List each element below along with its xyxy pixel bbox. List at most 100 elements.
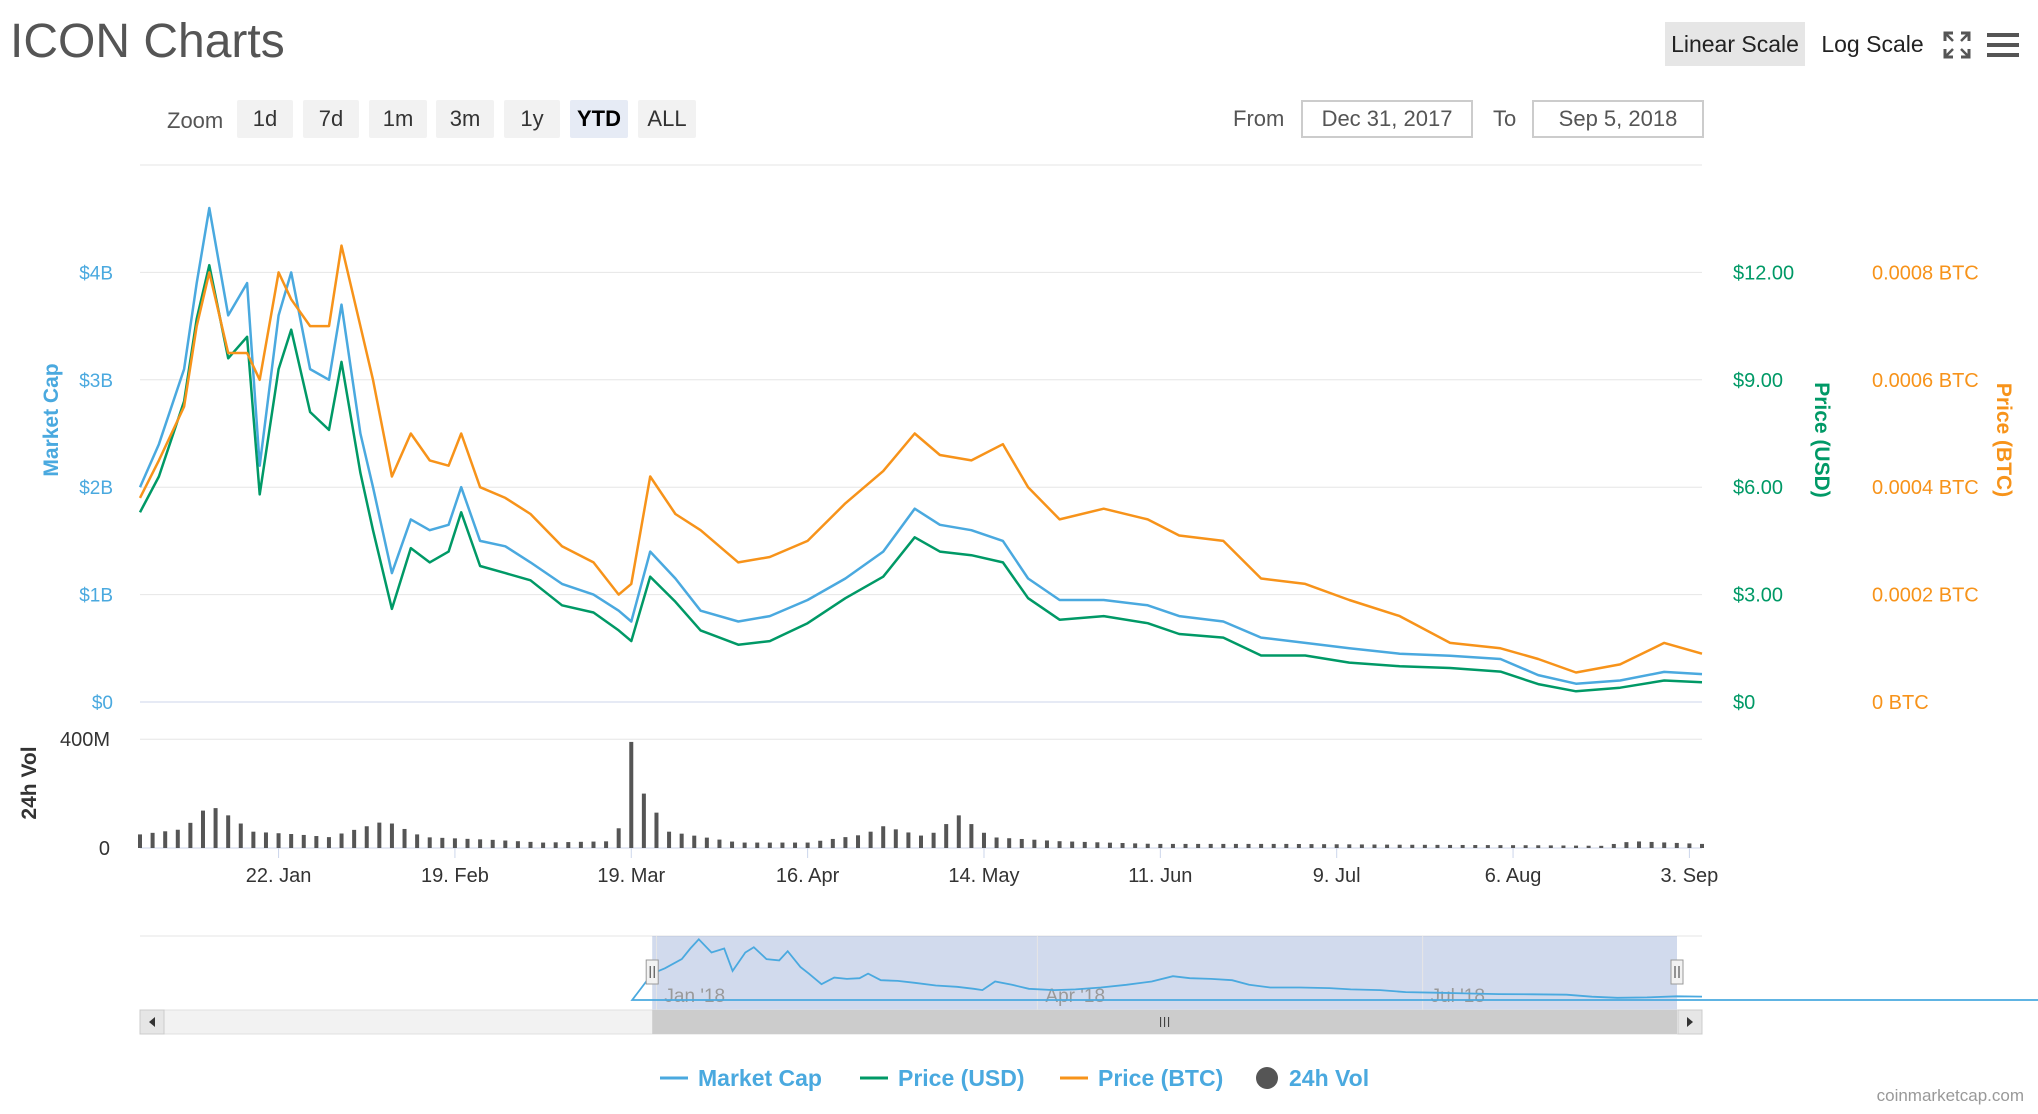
x-tick-label: 22. Jan [246,865,312,887]
volume-bar [1599,845,1604,848]
volume-bar [591,841,596,848]
linear-scale-button[interactable]: Linear Scale [1665,22,1805,66]
volume-bar [213,808,218,848]
volume-bar [1032,839,1037,848]
volume-bar [263,832,268,848]
zoom-1m-button[interactable]: 1m [369,100,427,138]
volume-bar [868,831,873,848]
volume-bar [969,824,974,848]
fullscreen-icon[interactable] [1942,30,1972,60]
volume-bar [251,831,256,848]
volume-bar [1485,845,1490,848]
volume-bar [188,822,193,848]
volume-bar [1637,841,1642,848]
volume-bar [1221,843,1226,848]
volume-bar [717,839,722,848]
legend: Market Cap Price (USD) Price (BTC) 24h Vol [660,1065,1369,1091]
volume-bar [301,834,306,848]
volume-bar [1259,843,1264,848]
legend-item[interactable]: 24h Vol [1256,1065,1369,1091]
volume-bar [604,841,609,848]
volume-bar [616,828,621,848]
volume-bar [818,840,823,848]
volume-bar [1561,845,1566,848]
volume-bar [629,741,634,848]
volume-bar [490,839,495,848]
volume-bar [1334,844,1339,848]
log-scale-button[interactable]: Log Scale [1821,31,1924,57]
zoom-7d-button[interactable]: 7d [303,100,359,138]
volume-bar [1007,838,1012,848]
volume-bar [830,838,835,848]
volume-bar [679,833,684,848]
volume-bar [1397,844,1402,848]
price-btc-axis-title: Price (BTC) [1992,383,2015,497]
volume-bar [805,842,810,848]
zoom-all-button[interactable]: ALL [638,100,696,138]
volume-bar [1284,843,1289,848]
zoom-1y-button[interactable]: 1y [504,100,560,138]
volume-bar [1158,843,1163,848]
volume-bar [175,829,180,848]
volume-bar [931,832,936,848]
legend-item[interactable]: Price (BTC) [1060,1065,1223,1091]
arrow-left-icon [149,1017,155,1027]
volume-bar [1548,845,1553,848]
from-date-input[interactable]: Dec 31, 2017 [1301,100,1473,138]
volume-bar [1322,844,1327,848]
volume-bar [1460,844,1465,848]
navigator-label: Apr '18 [1045,986,1105,1007]
volume-bar [1044,840,1049,848]
volume-bar [276,833,281,848]
volume-bar [1410,844,1415,848]
volume-bar [1536,845,1541,848]
price-usd-tick-label: $3.00 [1733,585,1783,607]
navigator[interactable]: Jan '18 Apr '18 Jul '18 [139,935,2038,1035]
volume-bar [1574,845,1579,848]
volume-bar [389,823,394,848]
volume-bar [1674,842,1679,848]
volume-bar [289,834,294,848]
volume-bar [767,842,772,848]
volume-bar [856,835,861,848]
x-tick-label: 11. Jun [1128,865,1192,887]
volume-bar [994,837,999,848]
volume-bar [1296,844,1301,848]
from-label: From [1233,106,1285,131]
zoom-1d-button[interactable]: 1d [237,100,293,138]
volume-bar [1133,843,1138,848]
volume-bar [1624,842,1629,848]
volume-bar [1271,843,1276,848]
volume-bar [1498,845,1503,848]
legend-item[interactable]: Market Cap [660,1065,822,1091]
volume-bar [1700,843,1704,848]
volume-bar [1233,843,1238,848]
volume-bar [1196,843,1201,848]
volume-bar [452,838,457,848]
zoom-label: Zoom [167,108,224,133]
volume-bar [515,841,520,848]
volume-bar [1347,844,1352,848]
volume-tick-label: 400M [60,729,110,751]
volume-bar [1170,843,1175,848]
legend-label: Market Cap [698,1065,822,1091]
price-btc-line [138,244,1703,674]
volume-bar [339,833,344,848]
x-tick-label: 6. Aug [1485,865,1542,887]
navigator-handle-right [1670,959,1684,985]
navigator-selection [652,936,1677,1010]
to-date-input[interactable]: Sep 5, 2018 [1532,100,1704,138]
market-cap-tick-label: $3B [79,371,113,392]
grid-lines [140,164,1702,858]
price-btc-tick-label: 0.0004 BTC [1872,477,1979,499]
volume-bar [1359,844,1364,848]
market-cap-line [138,206,1703,685]
volume-bar [1309,844,1314,848]
zoom-ytd-button[interactable]: YTD [570,100,628,138]
zoom-3m-button[interactable]: 3m [436,100,494,138]
credit-link[interactable]: coinmarketcap.com [1876,1086,2024,1105]
legend-item[interactable]: Price (USD) [860,1065,1025,1091]
hamburger-menu-icon[interactable] [1986,30,2020,60]
volume-bar [1586,845,1591,848]
